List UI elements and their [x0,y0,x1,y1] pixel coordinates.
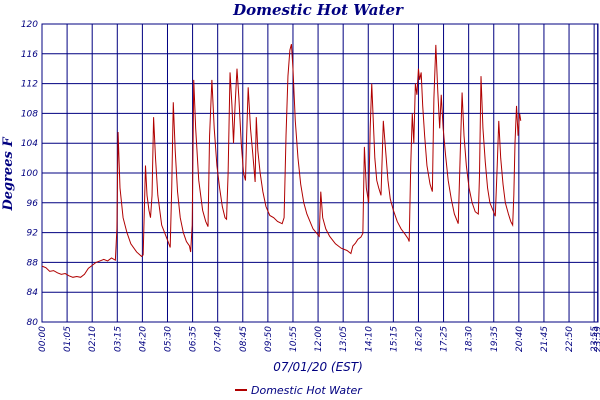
x-tick-label: 01:05 [63,326,73,352]
x-tick-label: 10:55 [289,326,299,352]
legend: Domestic Hot Water [235,384,363,397]
y-tick-label: 116 [21,50,38,60]
x-tick-label: 19:35 [490,326,500,352]
y-tick-label: 84 [27,288,39,298]
plot-frame [41,23,599,323]
y-tick-label: 104 [21,139,38,149]
x-tick-label: 20:40 [515,326,525,352]
series-group [41,43,522,278]
x-tick-label: 16:20 [414,326,424,352]
legend-label: Domestic Hot Water [251,384,363,397]
x-tick-label: 22:50 [565,326,575,352]
x-tick-label: 14:10 [364,326,374,352]
y-tick-label: 120 [21,20,38,30]
y-tick-labels: 80 84 88 92 96 100 104 108 112 116 120 [21,20,38,328]
x-tick-label: 00:00 [38,326,48,352]
x-tick-label: 12:00 [314,326,324,352]
x-axis-label: 07/01/20 (EST) [273,360,363,374]
x-tick-label: 23:55 [590,326,600,352]
y-tick-label: 80 [27,318,39,328]
x-tick-label: 05:30 [163,326,173,352]
x-tick-label: 17:25 [440,326,450,352]
x-tick-label: 04:20 [138,326,148,352]
x-tick-label: 13:05 [339,326,349,352]
y-tick-label: 100 [21,169,38,179]
y-tick-label: 92 [27,229,39,239]
y-tick-label: 108 [21,109,38,119]
y-tick-label: 112 [21,80,38,90]
x-tick-label: 03:15 [113,326,123,352]
x-tick-label: 09:50 [264,326,274,352]
x-tick-label: 21:45 [540,326,550,352]
x-tick-label: 06:35 [189,326,199,352]
x-tick-label: 02:10 [88,326,98,352]
x-tick-label: 08:45 [239,326,249,352]
y-tick-label: 96 [27,199,39,209]
x-tick-label: 15:15 [389,326,399,352]
series-line-domestic-hot-water [41,43,522,278]
x-tick-label: 07:40 [214,326,224,352]
y-tick-label: 88 [27,258,39,268]
chart-title: Domestic Hot Water [232,1,404,19]
x-tick-label: 18:30 [465,326,475,352]
x-tick-label: 23:59 [594,326,600,352]
x-tick-labels: 00:00 01:05 02:10 03:15 04:20 05:30 06:35 07:40… [38,326,600,352]
y-axis-label: Degrees F [1,137,16,212]
